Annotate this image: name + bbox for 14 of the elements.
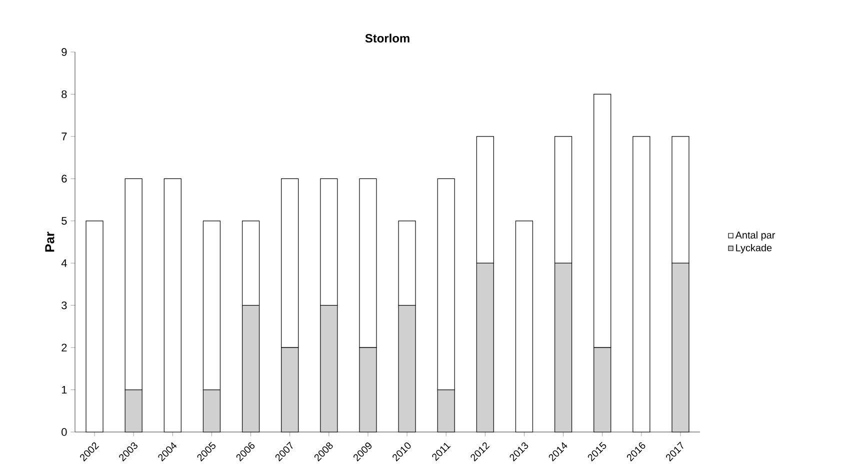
y-axis-title: Par — [45, 232, 54, 252]
y-tick-label: 9 — [62, 48, 67, 56]
y-tick-label: 2 — [62, 344, 67, 352]
y-tick-label: 6 — [62, 174, 67, 183]
y-tick-label: 1 — [62, 386, 67, 394]
y-tick-label: 4 — [61, 259, 67, 267]
y-tick-label: 3 — [62, 301, 67, 310]
y-tick-label: 0 — [62, 428, 67, 436]
y-tick-label: 8 — [62, 90, 67, 98]
legend-label: Antal par — [735, 231, 776, 241]
y-tick-label: 5 — [62, 217, 67, 225]
legend-label: Lyckade — [736, 244, 772, 254]
chart-title: Storlom — [365, 34, 410, 42]
y-tick-label: 7 — [62, 132, 67, 140]
